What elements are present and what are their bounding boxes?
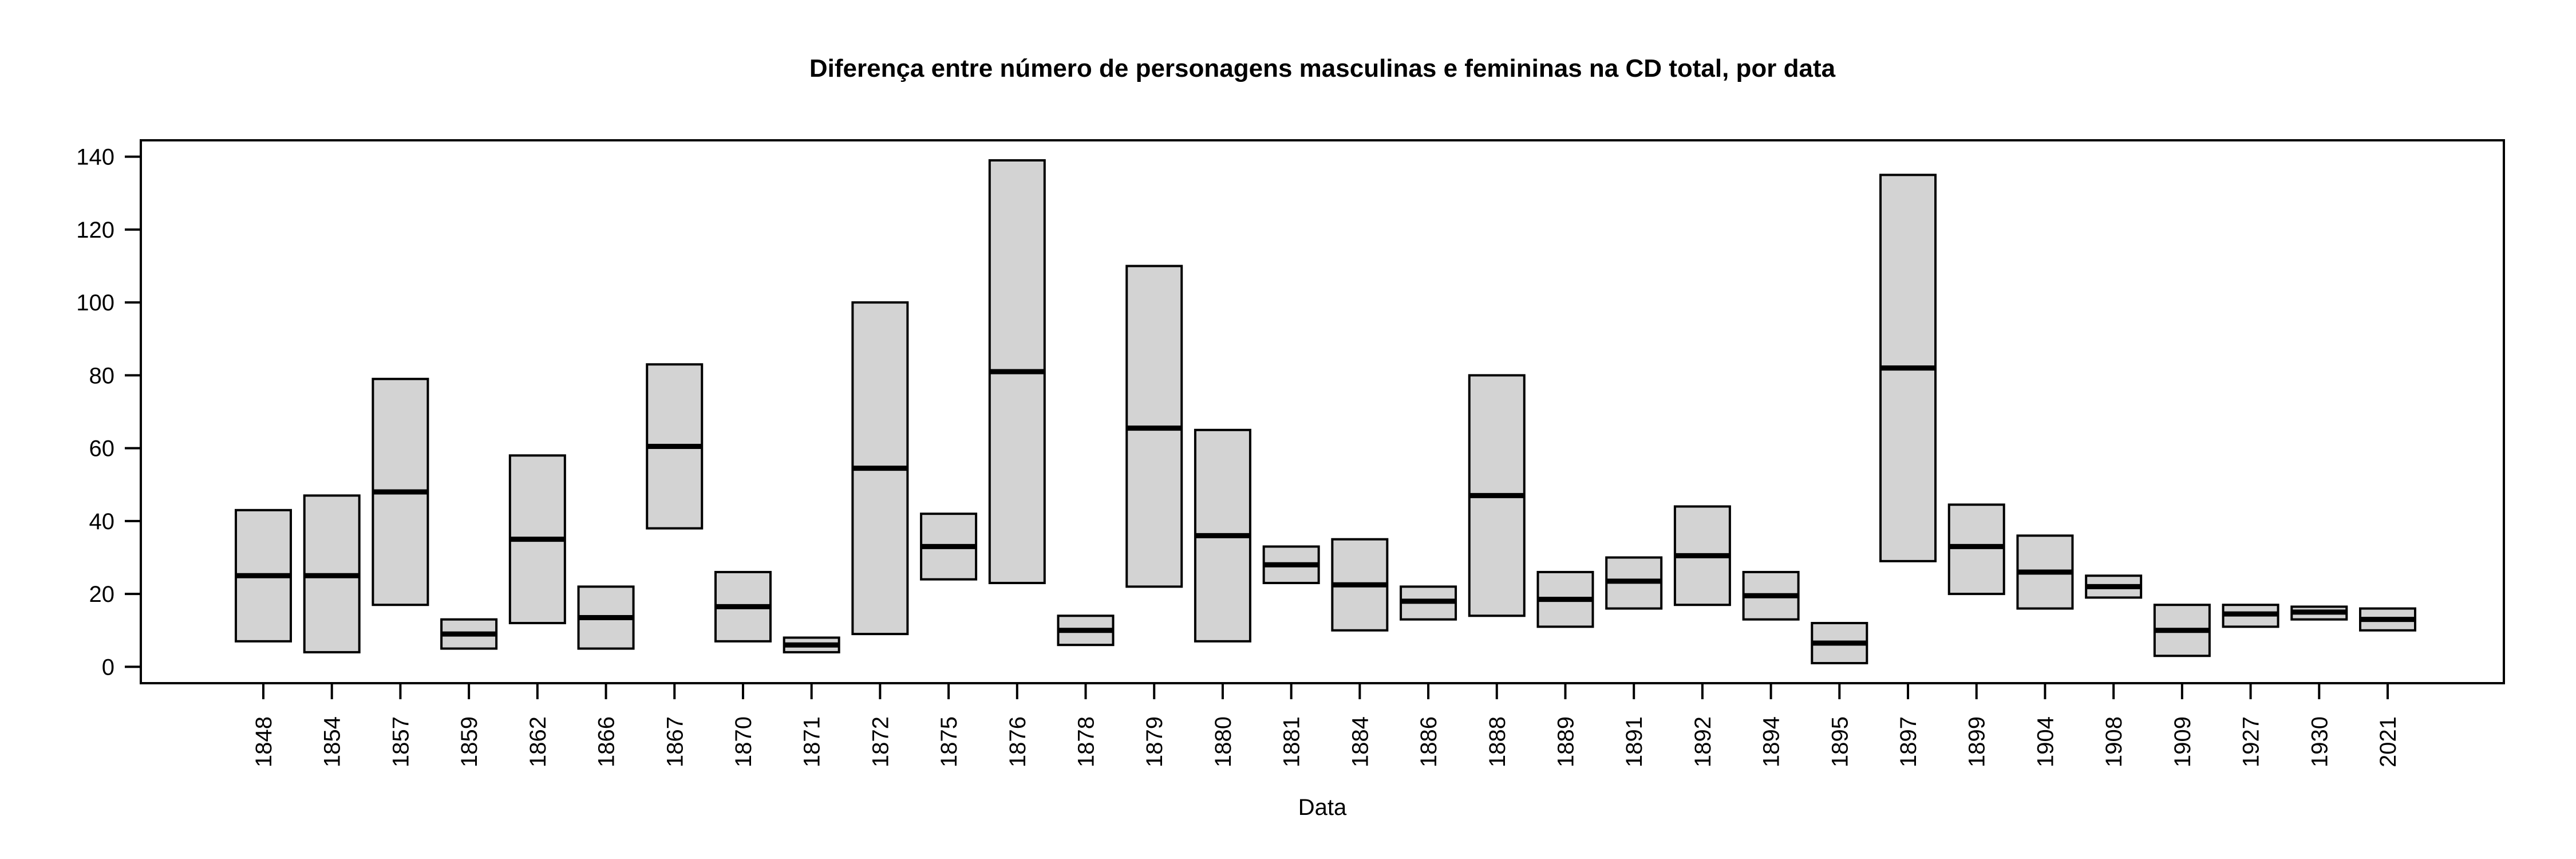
- x-tick-label-1862: 1862: [526, 716, 551, 767]
- x-tick-label-1886: 1886: [1416, 716, 1441, 767]
- x-tick-label-1909: 1909: [2170, 716, 2195, 767]
- y-tick-label: 120: [76, 218, 114, 243]
- x-tick-label-1899: 1899: [1965, 716, 1990, 767]
- y-tick-label: 140: [76, 145, 114, 170]
- x-tick-label-1897: 1897: [1896, 716, 1921, 767]
- x-tick-label-1927: 1927: [2239, 716, 2264, 767]
- y-tick-label: 60: [89, 436, 115, 462]
- y-tick-label: 100: [76, 290, 114, 316]
- x-tick-label-1891: 1891: [1622, 716, 1647, 767]
- box-1899: [1947, 503, 2005, 596]
- x-tick-label-2021: 2021: [2376, 716, 2401, 767]
- plot-border: [140, 139, 2505, 684]
- x-tick-label-1875: 1875: [937, 716, 962, 767]
- x-tick-label-1857: 1857: [388, 716, 413, 767]
- x-tick-label-1881: 1881: [1279, 716, 1305, 767]
- x-tick-label-1895: 1895: [1827, 716, 1852, 767]
- x-axis-label: Data: [1298, 795, 1347, 820]
- x-tick-label-1880: 1880: [1211, 716, 1236, 767]
- x-tick-label-1867: 1867: [662, 716, 688, 767]
- x-tick-label-1878: 1878: [1074, 716, 1099, 767]
- x-tick-label-1904: 1904: [2033, 716, 2058, 767]
- x-tick-label-1884: 1884: [1348, 716, 1373, 767]
- y-tick-label: 0: [102, 655, 114, 680]
- y-tick-label: 20: [89, 582, 115, 607]
- x-tick-label-1889: 1889: [1553, 716, 1578, 767]
- x-tick-label-1872: 1872: [868, 716, 893, 767]
- x-tick-label-1848: 1848: [251, 716, 276, 767]
- y-tick-label: 80: [89, 363, 115, 388]
- x-tick-label-1859: 1859: [457, 716, 482, 767]
- x-tick-label-1930: 1930: [2307, 716, 2332, 767]
- y-tick-label: 40: [89, 509, 115, 534]
- chart-title: Diferença entre número de personagens ma…: [809, 54, 1836, 82]
- x-tick-label-1871: 1871: [800, 716, 825, 767]
- x-tick-label-1870: 1870: [731, 716, 756, 767]
- x-tick-label-1876: 1876: [1005, 716, 1030, 767]
- x-tick-label-1879: 1879: [1142, 716, 1167, 767]
- x-tick-label-1866: 1866: [594, 716, 619, 767]
- x-tick-label-1892: 1892: [1690, 716, 1716, 767]
- x-tick-label-1894: 1894: [1759, 716, 1784, 767]
- x-tick-label-1888: 1888: [1485, 716, 1510, 767]
- x-tick-label-1854: 1854: [320, 716, 345, 767]
- x-tick-label-1908: 1908: [2101, 716, 2127, 767]
